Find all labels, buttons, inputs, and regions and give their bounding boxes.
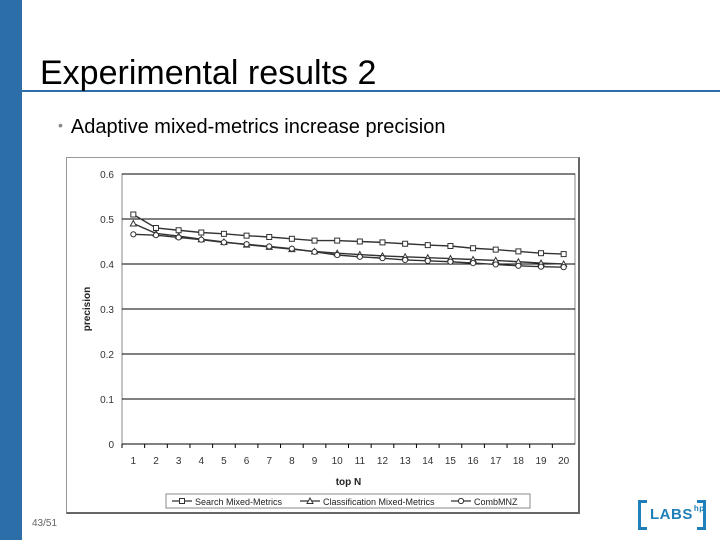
y-tick-label: 0.5	[100, 215, 114, 226]
title-underline	[22, 90, 720, 92]
x-tick-label: 11	[355, 456, 366, 467]
y-axis-label: precision	[82, 287, 93, 331]
legend-label: Search Mixed-Metrics	[195, 497, 283, 507]
data-point-series-3	[379, 255, 386, 262]
x-tick-label: 8	[289, 456, 295, 467]
precision-chart: 00.10.20.30.40.50.61 2 3 4 5 6 7 8 9 10 11 12 13 14 15…	[82, 170, 576, 509]
page-number: 43/51	[32, 518, 58, 529]
slide-title: Experimental results 2	[40, 54, 377, 92]
data-point-series-3	[560, 264, 567, 271]
data-point-series-1	[130, 211, 137, 218]
data-point-series-1	[402, 240, 409, 247]
legend-marker	[457, 497, 465, 505]
accent-bar	[0, 0, 22, 540]
data-point-series-3	[447, 258, 454, 265]
logo-text: LABShp	[650, 504, 705, 523]
x-tick-label: 14	[422, 456, 434, 467]
legend-label: CombMNZ	[474, 497, 518, 507]
x-tick-label: 2	[153, 456, 159, 467]
x-tick-label: 6	[244, 456, 250, 467]
legend-marker	[306, 496, 314, 504]
x-tick-label: 9	[312, 456, 318, 467]
data-point-series-1	[311, 237, 318, 244]
y-tick-label: 0.1	[100, 395, 114, 406]
data-point-series-1	[198, 229, 205, 236]
y-tick-label: 0.2	[100, 350, 114, 361]
x-axis-label: top N	[336, 477, 362, 488]
legend-label: Classification Mixed-Metrics	[323, 497, 435, 507]
data-point-series-1	[560, 251, 567, 258]
data-point-series-1	[538, 250, 545, 257]
data-point-series-1	[515, 248, 522, 255]
x-tick-label: 3	[176, 456, 182, 467]
data-point-series-1	[220, 230, 227, 237]
data-point-series-1	[492, 246, 499, 253]
x-tick-label: 15	[445, 456, 457, 467]
data-point-series-1	[356, 238, 363, 245]
x-tick-label: 17	[490, 456, 502, 467]
x-tick-label: 1	[131, 456, 137, 467]
x-tick-label: 7	[266, 456, 272, 467]
data-point-series-3	[334, 251, 341, 259]
x-tick-label: 4	[198, 456, 204, 467]
data-point-series-3	[356, 253, 363, 260]
data-point-series-3	[424, 257, 431, 264]
x-tick-label: 12	[377, 456, 389, 467]
y-tick-label: 0.6	[100, 170, 114, 181]
data-point-series-3	[198, 236, 205, 243]
x-tick-label: 10	[332, 456, 344, 467]
data-point-series-3	[492, 261, 499, 268]
y-tick-label: 0.3	[100, 305, 114, 316]
data-point-series-3	[220, 239, 228, 246]
logo-hp: hp	[693, 504, 705, 513]
data-point-series-1	[175, 227, 182, 234]
x-tick-label: 16	[468, 456, 480, 467]
data-point-series-3	[537, 263, 545, 270]
hp-labs-logo: LABShp	[638, 498, 706, 530]
bullet-point: • Adaptive mixed-metrics increase precisi…	[58, 116, 446, 139]
data-point-series-1	[424, 242, 431, 249]
data-point-series-3	[175, 234, 182, 241]
x-tick-label: 5	[221, 456, 227, 467]
data-point-series-1	[243, 232, 250, 239]
bullet-dot-icon: •	[58, 117, 63, 133]
data-point-series-1	[470, 245, 477, 252]
data-point-series-3	[243, 241, 250, 248]
legend-marker	[179, 498, 185, 504]
data-point-series-1	[379, 239, 386, 246]
data-point-series-3	[311, 248, 318, 255]
data-point-series-3	[402, 256, 409, 264]
x-tick-label: 13	[400, 456, 412, 467]
y-tick-label: 0.4	[100, 260, 114, 271]
data-point-series-1	[266, 234, 273, 240]
data-point-series-1	[447, 243, 454, 249]
data-point-series-3	[130, 231, 137, 238]
x-tick-label: 19	[535, 456, 547, 467]
data-point-series-2	[129, 219, 138, 227]
legend-box	[165, 493, 531, 509]
data-point-series-3	[515, 262, 522, 269]
data-point-series-1	[334, 237, 341, 244]
logo-labs: LABS	[650, 506, 693, 523]
bullet-text: Adaptive mixed-metrics increase precisio…	[70, 116, 446, 138]
series-line-1	[132, 213, 564, 255]
x-tick-label: 18	[513, 456, 525, 467]
data-point-series-3	[266, 243, 273, 250]
series-line-3	[133, 233, 564, 268]
data-point-series-3	[288, 245, 295, 252]
data-point-series-1	[288, 235, 295, 242]
x-tick-label: 20	[558, 456, 570, 467]
y-tick-label: 0	[108, 440, 114, 451]
logo-bracket-left-icon	[638, 500, 647, 530]
data-point-series-3	[469, 260, 477, 267]
logo-bracket-right-icon	[697, 500, 706, 530]
data-point-series-3	[152, 232, 160, 239]
